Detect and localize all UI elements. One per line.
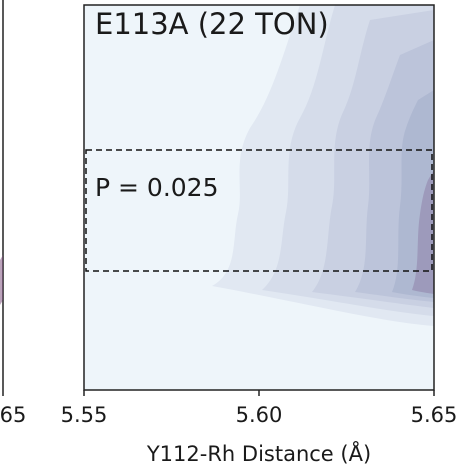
contour-level — [392, 90, 434, 298]
x-tick-label: 5.65 — [411, 403, 458, 427]
left-panel-density — [0, 255, 3, 305]
annotation: P = 0.025 — [95, 173, 219, 202]
contour-level — [262, 5, 434, 316]
left-x-tick-label: 5.65 — [0, 403, 26, 427]
contour-level — [355, 40, 434, 302]
density-contours — [212, 5, 434, 326]
x-tick-label: 5.55 — [61, 403, 108, 427]
x-axis-label: Y112-Rh Distance (Å) — [146, 440, 371, 466]
contour-level — [412, 170, 434, 294]
x-tick-label: 5.60 — [236, 403, 283, 427]
panel-title: E113A (22 TON) — [95, 7, 329, 41]
contour-level — [312, 10, 434, 308]
selection-box — [85, 149, 433, 272]
plot-background — [84, 5, 434, 390]
contour-level — [212, 5, 434, 326]
